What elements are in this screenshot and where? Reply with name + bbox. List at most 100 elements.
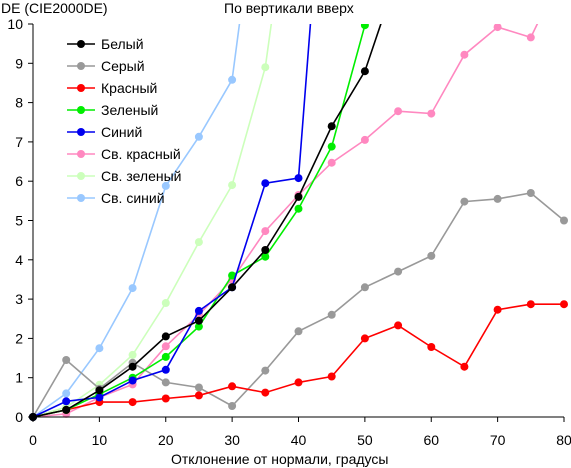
y-tick-label: 7 bbox=[15, 134, 23, 150]
series-1-point bbox=[560, 216, 568, 225]
x-tick-label: 20 bbox=[158, 432, 174, 448]
series-3-point bbox=[294, 204, 303, 213]
series-1-point bbox=[360, 283, 369, 292]
series-2-point bbox=[526, 300, 535, 309]
x-tick-label: 70 bbox=[490, 432, 506, 448]
series-7-point bbox=[62, 389, 71, 398]
y-tick-label: 8 bbox=[15, 95, 23, 111]
legend-label: Св. зеленый bbox=[101, 168, 181, 184]
series-6-point bbox=[194, 238, 203, 247]
y-tick-label: 1 bbox=[15, 370, 23, 386]
legend-swatch-marker bbox=[77, 172, 85, 180]
series-6-point bbox=[228, 181, 237, 190]
series-7-point bbox=[128, 284, 137, 293]
series-0-point bbox=[294, 192, 303, 201]
legend-label: Зеленый bbox=[101, 102, 158, 118]
chart-title: По вертикали вверх bbox=[224, 0, 354, 16]
y-tick-label: 2 bbox=[15, 330, 23, 346]
y-tick-label: 6 bbox=[15, 173, 23, 189]
series-4-point bbox=[294, 174, 303, 183]
legend-label: Св. красный bbox=[101, 146, 181, 162]
series-0-point bbox=[95, 386, 104, 395]
y-axis-label: DE (CIE2000DE) bbox=[1, 0, 108, 16]
x-tick-label: 0 bbox=[29, 432, 37, 448]
x-axis-label: Отклонение от нормали, градусы bbox=[171, 451, 388, 467]
legend-label: Белый bbox=[101, 36, 144, 52]
series-6-point bbox=[128, 350, 137, 359]
series-5-point bbox=[526, 33, 535, 42]
series-5-point bbox=[460, 50, 469, 59]
series-4-point bbox=[62, 397, 71, 406]
series-1-point bbox=[294, 327, 303, 336]
series-0-point bbox=[261, 246, 270, 254]
series-4-point bbox=[95, 393, 104, 402]
series-0-point bbox=[360, 67, 369, 76]
x-tick-label: 50 bbox=[357, 432, 373, 448]
series-5-point bbox=[161, 342, 170, 351]
series-7-point bbox=[194, 132, 203, 141]
y-tick-label: 4 bbox=[15, 252, 23, 268]
series-4-point bbox=[128, 376, 137, 385]
series-6-point bbox=[161, 299, 170, 307]
x-tick-label: 30 bbox=[224, 432, 240, 448]
legend-swatch-marker bbox=[77, 62, 85, 70]
series-0-line bbox=[32, 24, 382, 418]
series-1-point bbox=[526, 189, 535, 197]
series-5-point bbox=[394, 107, 403, 116]
series-2-point bbox=[228, 382, 237, 391]
series-1-point bbox=[228, 402, 237, 410]
series-2-line bbox=[32, 303, 564, 418]
series-3-line bbox=[32, 24, 367, 418]
legend-swatch-marker bbox=[77, 128, 85, 136]
series-2-point bbox=[194, 391, 203, 400]
series-5-point bbox=[493, 24, 502, 32]
series-3-point bbox=[261, 252, 270, 261]
series-6-point bbox=[261, 63, 270, 72]
series-2-point bbox=[294, 378, 303, 387]
series-1-point bbox=[327, 310, 336, 319]
legend-label: Синий bbox=[101, 124, 142, 140]
series-5-point bbox=[327, 158, 336, 167]
series-0-point bbox=[194, 316, 203, 325]
series-1-point bbox=[261, 366, 270, 375]
series-3-point bbox=[161, 352, 170, 361]
y-tick-label: 0 bbox=[15, 409, 23, 425]
series-1-point bbox=[62, 356, 71, 364]
series-2-point bbox=[360, 334, 369, 343]
series-7-point bbox=[228, 75, 237, 84]
series-5-point bbox=[360, 135, 369, 144]
series-1-point bbox=[161, 378, 170, 387]
series-2-point bbox=[493, 305, 502, 314]
legend-label: Серый bbox=[101, 58, 145, 74]
series-4-point bbox=[161, 365, 170, 374]
series-4-point bbox=[194, 306, 203, 315]
series-0-point bbox=[327, 122, 336, 131]
x-tick-label: 10 bbox=[92, 432, 108, 448]
series-2-point bbox=[327, 372, 336, 381]
series-5-point bbox=[261, 227, 270, 236]
x-tick-label: 80 bbox=[556, 432, 571, 448]
series-2-point bbox=[261, 388, 270, 397]
series-7-point bbox=[95, 344, 104, 353]
series-1-point bbox=[460, 197, 469, 206]
legend-label: Красный bbox=[101, 80, 157, 96]
series-0-point bbox=[62, 405, 71, 414]
series-3-point bbox=[360, 24, 369, 30]
series-0-point bbox=[128, 362, 137, 371]
legend-swatch-marker bbox=[77, 106, 85, 114]
series-2-point bbox=[560, 300, 568, 309]
y-tick-label: 3 bbox=[15, 291, 23, 307]
legend-swatch-marker bbox=[77, 40, 85, 48]
series-2-point bbox=[161, 394, 170, 403]
series-7-point bbox=[161, 181, 170, 190]
series-2-point bbox=[427, 343, 436, 351]
y-tick-label: 9 bbox=[15, 55, 23, 71]
legend: Белый Серый Красный Зеленый Синий Св. красный… bbox=[67, 36, 181, 206]
legend-label: Св. синий bbox=[101, 190, 165, 206]
series-0-point bbox=[161, 332, 170, 341]
legend-swatch-marker bbox=[77, 84, 85, 92]
series-3-point bbox=[327, 142, 336, 151]
series-7-line bbox=[32, 24, 241, 418]
series-3-point bbox=[228, 271, 237, 280]
series-0-point bbox=[228, 283, 237, 292]
